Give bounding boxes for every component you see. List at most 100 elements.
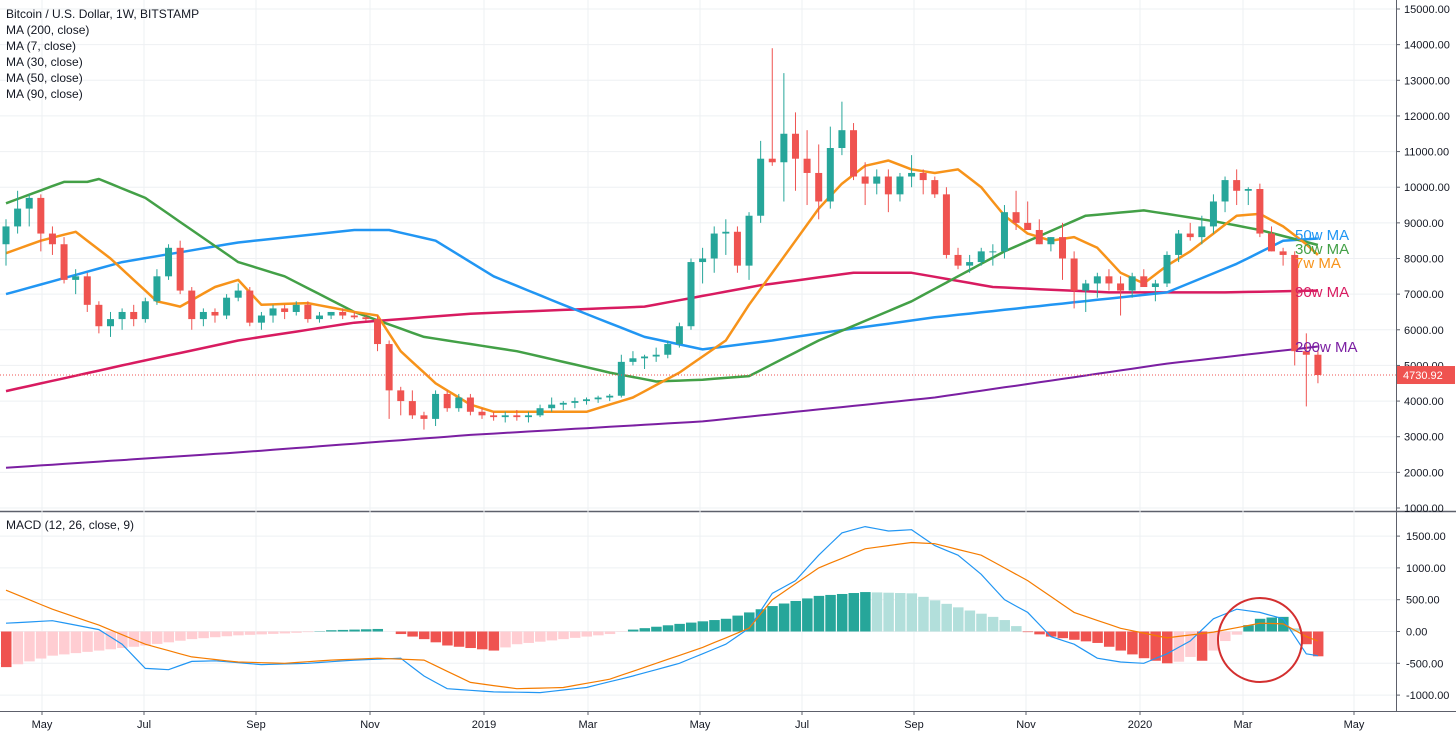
candle-body [385, 344, 393, 391]
indicator-ma200[interactable]: MA (200, close) [6, 23, 90, 37]
candle-body [374, 319, 382, 345]
candle-body [466, 397, 474, 412]
candle-body [1128, 276, 1136, 291]
macd-histogram-bar [767, 606, 778, 632]
candle-body [838, 130, 846, 149]
macd-histogram-bar [674, 623, 685, 632]
candle-body [1175, 233, 1183, 255]
indicator-ma50[interactable]: MA (50, close) [6, 71, 83, 85]
indicator-ma90[interactable]: MA (90, close) [6, 87, 83, 101]
symbol-title[interactable]: Bitcoin / U.S. Dollar, 1W, BITSTAMP [6, 7, 200, 21]
candle-body [745, 215, 753, 266]
macd-histogram-bar [511, 631, 523, 645]
macd-histogram-bar [1162, 631, 1173, 664]
macd-histogram-bar [70, 631, 82, 654]
candle-body [1140, 276, 1148, 288]
price-tick-label: 9000.00 [1404, 218, 1444, 230]
macd-histogram-bar [790, 600, 801, 632]
ma-label: 50w MA [1295, 227, 1349, 244]
macd-histogram-bar [349, 629, 360, 632]
macd-histogram-bar [117, 631, 128, 649]
macd-histogram-bar [47, 631, 58, 656]
time-tick-label: May [32, 719, 53, 731]
macd-histogram-bar [326, 630, 337, 632]
macd-histogram-bar [1022, 631, 1034, 633]
candle-body [397, 390, 405, 402]
price-tick-label: 10000.00 [1404, 182, 1450, 194]
macd-histogram-bar [1243, 625, 1254, 632]
candle-body [1302, 351, 1310, 355]
macd-histogram-bar [1115, 631, 1127, 651]
macd-histogram-bar [163, 631, 175, 643]
macd-histogram-bar [1103, 631, 1115, 647]
macd-histogram-bar [894, 593, 906, 632]
macd-histogram-bar [430, 631, 442, 643]
price-tick-label: 8000.00 [1404, 254, 1444, 266]
last-price-badge [1397, 366, 1455, 385]
price-tick-label: 4000.00 [1404, 396, 1444, 408]
time-tick-label: Mar [579, 719, 598, 731]
candle-body [757, 158, 765, 216]
macd-histogram-bar [1080, 631, 1092, 642]
macd-histogram-bar [929, 600, 941, 632]
candle-body [2, 226, 10, 245]
time-tick-label: Jul [795, 719, 809, 731]
candle-body [884, 176, 892, 195]
indicator-ma7[interactable]: MA (7, close) [6, 39, 77, 53]
time-tick-label: May [690, 719, 711, 731]
macd-histogram-bar [546, 631, 558, 641]
macd-histogram-bar [198, 631, 209, 639]
macd-histogram-bar [105, 631, 116, 650]
candle-body [211, 311, 219, 316]
macd-histogram-bar [1069, 631, 1080, 640]
candle-body [490, 415, 498, 418]
candle-body [710, 233, 718, 259]
time-tick-label: 2019 [472, 719, 496, 731]
macd-tick-label: 1000.00 [1406, 563, 1446, 575]
candle-body [455, 397, 463, 409]
candle-body [1279, 251, 1287, 255]
candle-body [304, 304, 312, 320]
candle-body [188, 290, 196, 320]
macd-tick-label: 500.00 [1406, 595, 1440, 607]
indicator-ma30[interactable]: MA (30, close) [6, 55, 83, 69]
macd-histogram-bar [1092, 631, 1103, 643]
macd-histogram-bar [918, 596, 929, 632]
macd-histogram-bar [627, 629, 639, 632]
macd-histogram-bar [291, 631, 302, 633]
candle-body [141, 301, 149, 320]
candle-body [118, 311, 126, 320]
macd-histogram-bar [558, 631, 569, 640]
macd-histogram-bar [709, 620, 720, 632]
price-axis: 1000.002000.003000.004000.005000.006000.… [1396, 4, 1455, 515]
candle-body [513, 415, 521, 418]
macd-histogram-bar [720, 618, 732, 632]
macd-histogram-bar [279, 631, 291, 634]
macd-histogram-bar [244, 631, 256, 635]
macd-histogram-bar [59, 631, 70, 655]
macd-title[interactable]: MACD (12, 26, close, 9) [6, 518, 135, 532]
macd-histogram-bar [209, 631, 221, 638]
macd-histogram-bar [407, 631, 418, 637]
price-tick-label: 3000.00 [1404, 432, 1444, 444]
macd-histogram-bar [418, 631, 430, 640]
macd-histogram-bar [535, 631, 546, 642]
candle-body [989, 251, 997, 253]
chart-legend: Bitcoin / U.S. Dollar, 1W, BITSTAMP MA (… [6, 6, 199, 102]
candle-body [48, 233, 56, 245]
macd-histogram-bar [268, 631, 279, 634]
candle-body [1198, 226, 1206, 238]
candle-body [548, 404, 556, 409]
candle-body [791, 133, 799, 159]
macd-histogram-bar [1196, 631, 1208, 661]
candle-body [478, 411, 486, 416]
macd-histogram-bar [1150, 631, 1161, 661]
macd-histogram-bar [604, 631, 616, 635]
ma-label: 200w MA [1295, 339, 1358, 356]
time-tick-label: Nov [360, 719, 380, 731]
candle-body [803, 158, 811, 173]
macd-histogram-bar [906, 593, 918, 632]
